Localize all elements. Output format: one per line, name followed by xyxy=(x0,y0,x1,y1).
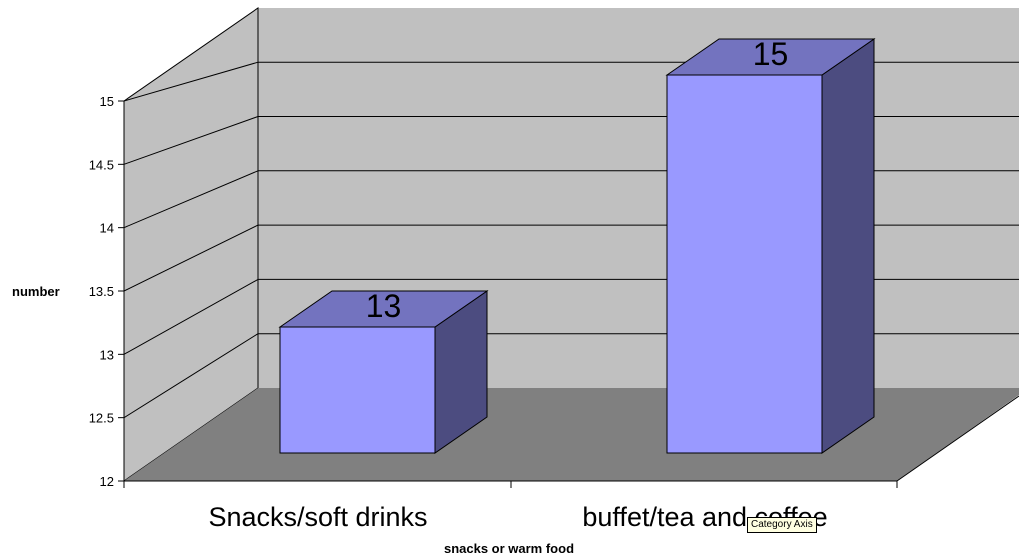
gridline-side xyxy=(123,116,259,165)
y-tick-label: 12 xyxy=(100,474,114,489)
category-label: Snacks/soft drinks xyxy=(208,502,427,532)
y-tick-label: 14.5 xyxy=(89,157,114,172)
bar xyxy=(666,74,823,454)
gridline-side xyxy=(123,61,259,102)
y-tick-label: 15 xyxy=(100,94,114,109)
gridlines xyxy=(123,61,1019,419)
floor xyxy=(124,388,1019,481)
gridline-side xyxy=(123,333,259,419)
category-axis-tooltip: Category Axis xyxy=(747,517,817,533)
gridline-side xyxy=(123,170,259,229)
gridline-side xyxy=(123,278,259,355)
gridline-side xyxy=(123,224,259,292)
y-tick-label: 14 xyxy=(100,221,114,236)
bar-side xyxy=(821,38,875,454)
value-axis-ticks: 12 12.5 13 13.5 14 14.5 15 xyxy=(89,94,124,489)
category-axis-ticks xyxy=(123,481,898,488)
y-tick-label: 13.5 xyxy=(89,284,114,299)
floor-right-edge xyxy=(896,395,1019,482)
bars xyxy=(278,38,876,454)
y-tick-label: 12.5 xyxy=(89,411,114,426)
data-label: 15 xyxy=(753,36,789,72)
x-axis-title: snacks or warm food xyxy=(444,541,574,556)
bar xyxy=(279,326,436,454)
y-axis-title: number xyxy=(12,284,60,299)
y-tick-label: 13 xyxy=(100,347,114,362)
data-label: 13 xyxy=(366,288,402,324)
